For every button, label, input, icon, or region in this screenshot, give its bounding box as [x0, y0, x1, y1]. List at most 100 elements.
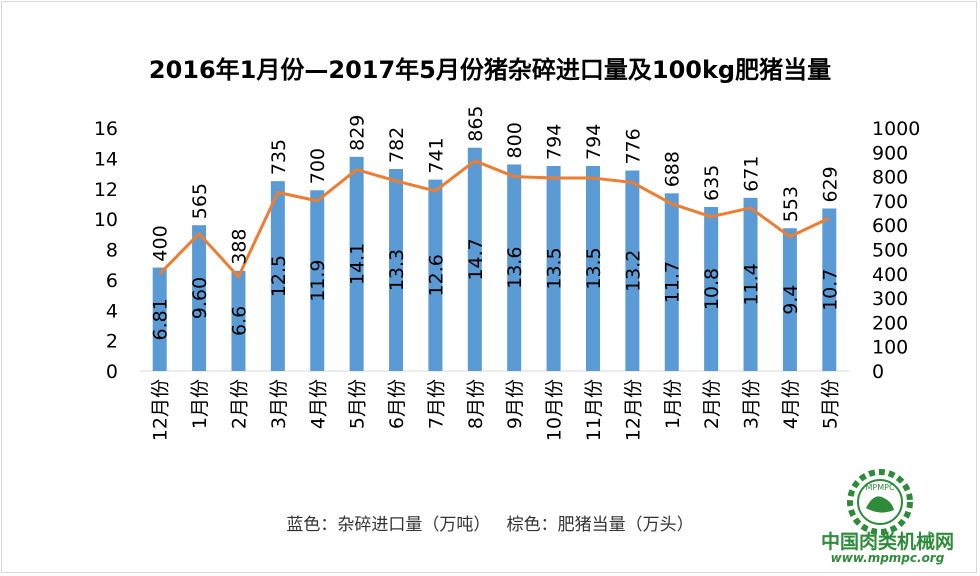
x-category-label: 8月份 — [465, 379, 487, 429]
y-right-tick-label: 200 — [872, 312, 908, 334]
watermark-text: 中国肉类机械网 — [820, 531, 954, 553]
mpmpc-logo: MPMPC — [847, 469, 913, 535]
bar — [389, 169, 404, 371]
x-category-label: 12月份 — [150, 379, 172, 441]
line-data-label: 741 — [425, 137, 447, 173]
bar-data-label: 12.6 — [425, 254, 447, 296]
bar — [270, 181, 285, 371]
x-category-label: 10月份 — [544, 379, 566, 441]
y-right-tick-label: 300 — [872, 288, 908, 310]
line-data-label: 400 — [150, 225, 172, 261]
bar — [507, 164, 522, 371]
bar-data-label: 6.81 — [150, 298, 172, 340]
x-category-label: 11月份 — [583, 379, 605, 441]
bar — [467, 147, 482, 371]
x-category-label: 5月份 — [819, 379, 841, 429]
y-right-tick-label: 800 — [872, 167, 908, 189]
bar — [743, 197, 758, 371]
line-data-label: 782 — [386, 127, 408, 163]
logo-badge-text: MPMPC — [865, 483, 894, 492]
x-category-label: 12月份 — [622, 379, 644, 441]
bar-data-label: 11.4 — [741, 263, 763, 305]
y-left-tick-label: 4 — [106, 300, 118, 322]
bar-data-label: 9.4 — [780, 285, 802, 315]
x-category-label: 7月份 — [425, 379, 447, 429]
line-series — [158, 159, 830, 279]
bar-data-label: 10.8 — [701, 268, 723, 310]
line-data-label: 671 — [741, 156, 763, 192]
x-category-label: 1月份 — [189, 379, 211, 429]
y-right-tick-label: 400 — [872, 264, 908, 286]
y-right-tick-label: 100 — [872, 337, 908, 359]
x-category-label: 6月份 — [386, 379, 408, 429]
line-data-label: 800 — [504, 122, 526, 158]
bar — [310, 190, 325, 371]
line-data-label: 776 — [622, 128, 644, 164]
y-right-tick-label: 500 — [872, 240, 908, 262]
y-left-tick-label: 2 — [106, 331, 118, 353]
line-data-label: 794 — [583, 124, 605, 160]
bar — [152, 267, 167, 371]
bar — [349, 156, 364, 371]
bar — [585, 165, 600, 371]
line-data-label: 794 — [544, 124, 566, 160]
chart-caption: 蓝色：杂碎进口量（万吨） 棕色：肥猪当量（万头） — [286, 515, 694, 535]
bar — [664, 193, 679, 371]
bar-data-label: 14.7 — [465, 238, 487, 280]
y-left-tick-label: 16 — [94, 118, 118, 140]
x-category-label: 3月份 — [268, 379, 290, 429]
y-right-tick-label: 700 — [872, 191, 908, 213]
x-category-label: 9月份 — [504, 379, 526, 429]
line-data-label: 565 — [189, 183, 211, 219]
y-left-tick-label: 10 — [94, 209, 118, 231]
bar-data-label: 13.5 — [583, 247, 605, 289]
x-category-label: 2月份 — [228, 379, 250, 429]
bar-data-label: 13.3 — [386, 249, 408, 291]
y-right-tick-label: 900 — [872, 142, 908, 164]
y-left-tick-label: 0 — [106, 361, 118, 383]
x-category-label: 2月份 — [701, 379, 723, 429]
bar — [704, 206, 719, 371]
bar-data-label: 10.7 — [819, 269, 841, 311]
x-category-label: 1月份 — [662, 379, 684, 429]
y-left-tick-label: 12 — [94, 179, 118, 201]
line-data-label: 735 — [268, 139, 290, 175]
bar — [822, 208, 837, 371]
bar — [546, 165, 561, 371]
y-left-tick-label: 14 — [94, 148, 118, 170]
line-data-label: 700 — [307, 148, 329, 184]
bar — [231, 270, 246, 371]
bar — [782, 228, 797, 371]
bar-data-label: 6.6 — [228, 306, 250, 336]
line-data-label: 688 — [662, 151, 684, 187]
bar — [192, 225, 207, 371]
x-category-label: 3月份 — [741, 379, 763, 429]
x-category-label: 5月份 — [347, 379, 369, 429]
y-right-tick-label: 0 — [872, 361, 884, 383]
bar-data-label: 12.5 — [268, 255, 290, 297]
chart-title: 2016年1月份—2017年5月份猪杂碎进口量及100kg肥猪当量 — [148, 56, 832, 84]
line-data-label: 553 — [780, 186, 802, 222]
y-left-tick-label: 6 — [106, 270, 118, 292]
bar-data-label: 11.7 — [662, 261, 684, 303]
bar — [625, 170, 640, 371]
y-right-tick-label: 600 — [872, 215, 908, 237]
line-data-label: 388 — [228, 228, 250, 264]
watermark-url: www.mpmpc.org — [830, 551, 945, 565]
line-data-label: 629 — [819, 166, 841, 202]
bar — [428, 179, 443, 371]
bar-data-label: 13.5 — [544, 247, 566, 289]
bar-data-label: 9.60 — [189, 277, 211, 319]
bar-data-label: 13.6 — [504, 247, 526, 289]
y-left-tick-label: 8 — [106, 240, 118, 262]
bar-data-label: 11.9 — [307, 259, 329, 301]
bar-data-label: 14.1 — [347, 243, 369, 285]
line-data-label: 635 — [701, 165, 723, 201]
line-data-label: 829 — [347, 115, 369, 151]
y-right-tick-label: 1000 — [872, 118, 920, 140]
x-category-label: 4月份 — [780, 379, 802, 429]
bar-data-label: 13.2 — [622, 250, 644, 292]
x-category-label: 4月份 — [307, 379, 329, 429]
